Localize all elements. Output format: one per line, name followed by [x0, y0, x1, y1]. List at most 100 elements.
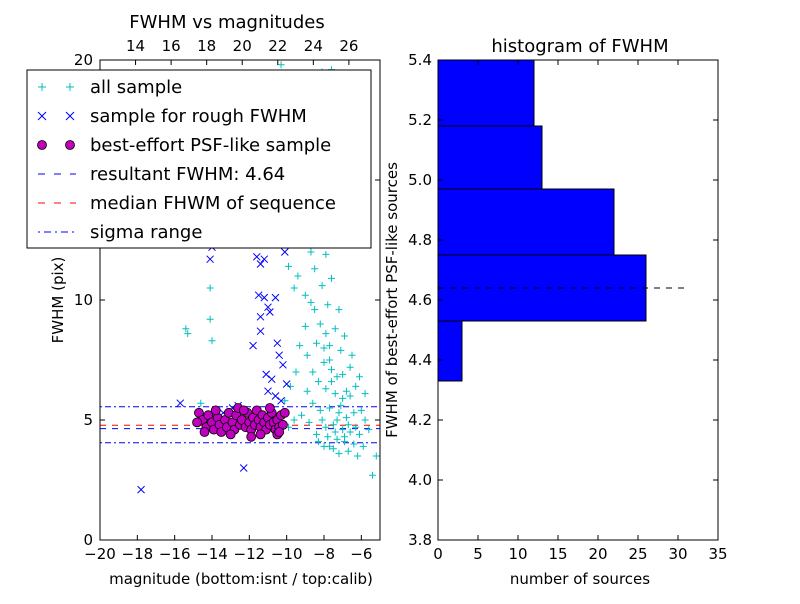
all-sample-point	[342, 387, 350, 395]
all-sample-point	[290, 416, 298, 424]
best-sample-point	[199, 427, 210, 437]
best-sample-point	[274, 427, 285, 437]
all-sample-point	[324, 433, 332, 441]
all-sample-point	[339, 426, 347, 434]
all-sample-point	[335, 306, 343, 314]
legend-marker-best-sample	[65, 140, 75, 150]
histogram-bar	[438, 320, 463, 382]
rough-sample-point	[271, 392, 280, 400]
all-sample-point	[361, 416, 369, 424]
rough-sample-point	[262, 370, 270, 379]
all-sample-point	[311, 265, 319, 273]
all-sample-point	[335, 409, 343, 417]
all-sample-point	[322, 423, 330, 431]
all-sample-point	[206, 284, 214, 292]
all-sample-point	[301, 291, 309, 299]
y-tick-label: 10	[74, 291, 93, 309]
rough-sample-point	[275, 351, 284, 360]
rough-sample-point	[277, 396, 285, 405]
legend-label: sample for rough FWHM	[90, 106, 307, 127]
all-sample-point	[331, 428, 339, 436]
scatter-xlabel: magnitude (bottom:isnt / top:calib)	[109, 570, 373, 588]
scatter-ylabel: FWHM (pix)	[49, 257, 67, 344]
top-tick-label: 18	[197, 37, 216, 55]
all-sample-point	[327, 274, 335, 282]
x-tick-label: −10	[271, 545, 303, 563]
legend-marker-all-sample	[38, 83, 46, 91]
all-sample-point	[344, 421, 352, 429]
legend-label: best-effort PSF-like sample	[90, 135, 331, 156]
all-sample-point	[326, 342, 334, 350]
all-sample-point	[290, 284, 298, 292]
histogram-panel: 0 5 10 15 20 25 30 35 3.8 4.0 4.2 4.4 4.6 4.8 5.0 5.2 5.…	[383, 36, 728, 588]
all-sample-point	[206, 315, 214, 323]
all-sample-point	[341, 332, 349, 340]
hist-x-tick-label: 35	[708, 545, 727, 563]
all-sample-point	[333, 373, 341, 381]
rough-sample-point	[280, 248, 289, 256]
all-sample-point	[335, 450, 343, 458]
histogram-bar	[438, 125, 543, 190]
hist-y-tick-label: 4.4	[408, 351, 432, 369]
rough-sample-point	[260, 255, 269, 264]
all-sample-point	[318, 282, 326, 290]
scatter-title: FWHM vs magnitudes	[129, 12, 324, 33]
all-sample-point	[309, 399, 317, 407]
rough-sample-point	[267, 375, 276, 384]
rough-sample-point	[254, 291, 263, 300]
all-sample-point	[326, 404, 334, 412]
top-tick-label: 20	[233, 37, 252, 55]
all-sample-point	[314, 378, 322, 386]
all-sample-point	[303, 351, 311, 359]
all-sample-point	[350, 440, 358, 448]
hist-x-tick-label: 25	[628, 545, 647, 563]
all-sample-point	[346, 363, 354, 371]
best-sample-point	[238, 405, 249, 416]
all-sample-point	[294, 272, 302, 280]
hist-x-tick-label: 15	[548, 545, 567, 563]
all-sample-point	[184, 330, 192, 338]
y-tick-label: 0	[83, 531, 93, 549]
best-sample-point	[192, 417, 202, 428]
x-tick-label: −20	[84, 545, 116, 563]
rough-sample-point	[264, 303, 272, 312]
legend-marker-rough-sample	[37, 111, 47, 121]
all-sample-point	[285, 262, 293, 270]
histogram-bar	[438, 60, 535, 127]
all-sample-point	[313, 430, 321, 438]
best-sample-point	[246, 431, 257, 442]
rough-sample-point	[249, 341, 257, 350]
all-sample-point	[355, 430, 363, 438]
all-sample-point	[326, 356, 334, 364]
all-sample-point	[296, 342, 304, 350]
legend-label: resultant FWHM: 4.64	[90, 164, 285, 185]
all-sample-point	[372, 452, 380, 460]
all-sample-point	[307, 298, 315, 306]
all-sample-point	[292, 368, 300, 376]
all-sample-point	[344, 447, 352, 455]
legend-label: all sample	[90, 77, 182, 98]
legend-label: sigma range	[90, 222, 202, 243]
hist-x-tick-label: 30	[668, 545, 687, 563]
hist-x-tick-label: 0	[433, 545, 443, 563]
y-tick-label: 20	[74, 51, 93, 69]
all-sample-point	[348, 351, 356, 359]
all-sample-point	[326, 442, 334, 450]
x-tick-label: −12	[234, 545, 266, 563]
all-sample-point	[303, 387, 311, 395]
all-sample-point	[311, 306, 319, 314]
histogram-bar	[438, 254, 647, 322]
all-sample-point	[329, 421, 337, 429]
hist-x-tick-label: 10	[508, 545, 527, 563]
all-sample-point	[333, 416, 341, 424]
all-sample-point	[324, 301, 332, 309]
all-sample-point	[339, 370, 347, 378]
best-sample-point	[255, 429, 266, 440]
x-tick-label: −8	[313, 545, 335, 563]
top-tick-label: 24	[304, 37, 323, 55]
top-tick-label: 14	[126, 37, 145, 55]
all-sample-point	[354, 452, 362, 460]
all-sample-point	[327, 366, 335, 374]
hist-x-tick-label: 5	[473, 545, 483, 563]
all-sample-point	[350, 409, 358, 417]
